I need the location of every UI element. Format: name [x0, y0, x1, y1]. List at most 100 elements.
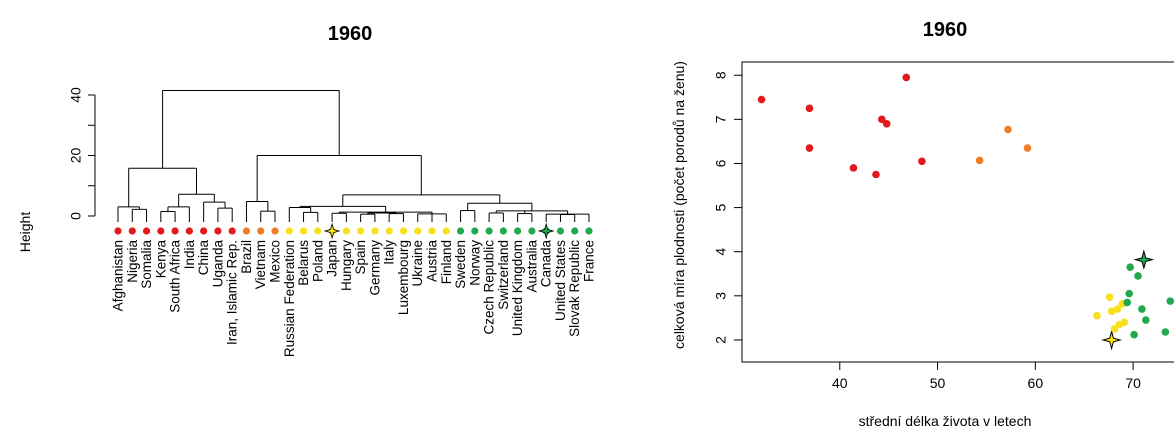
scatter-point: [1138, 305, 1146, 313]
dendrogram-leaf-label: Norway: [467, 240, 482, 286]
dendrogram-leaf-label: France: [582, 240, 597, 282]
dendrogram-leaf-marker: [171, 227, 179, 235]
dendrogram-leaf-marker: [556, 227, 565, 235]
dendrogram-leaf-marker: [299, 227, 308, 235]
dendrogram-leaf-marker: [485, 227, 493, 235]
scatter-point: [1134, 272, 1142, 280]
scatter-point: [872, 170, 880, 179]
dendrogram-leaf-label: Italy: [382, 240, 397, 265]
dendrogram-leaf-label: Czech Republic: [482, 240, 497, 335]
dendrogram-leaf-star-marker: [537, 222, 555, 240]
dendrogram-leaf-marker: [271, 227, 279, 235]
dendrogram-leaf-marker: [442, 227, 450, 235]
dendrogram-leaf-marker: [428, 227, 436, 235]
scatter-point: [918, 157, 926, 166]
dendrogram-leaf-label: India: [182, 240, 197, 270]
dendrogram-leaf-marker: [114, 227, 122, 235]
scatter-y-axis-label: celková míra plodnosti (počet porodů na …: [671, 61, 687, 349]
dendrogram-leaf-label: Hungary: [339, 240, 354, 291]
scatter-point: [1004, 125, 1012, 134]
scatter-point: [878, 115, 886, 124]
dendrogram-title: 1960: [328, 23, 373, 45]
dendrogram-leaf-label: South Africa: [168, 240, 183, 313]
dendrogram-leaf-label: China: [196, 240, 211, 276]
dendrogram-leaf-marker: [471, 227, 479, 235]
dendrogram-leaf-label: Slovak Republic: [567, 240, 582, 337]
dendrogram-leaf-label: Afghanistan: [111, 240, 126, 311]
scatter-point: [1023, 144, 1032, 152]
scatter-x-tick-label: 50: [930, 375, 946, 391]
dendrogram-leaf-label: Spain: [353, 240, 368, 275]
scatter-chart: 1960 celková míra plodnosti (počet porod…: [671, 19, 1174, 429]
scatter-x-tick-label: 60: [1028, 375, 1044, 391]
dendrogram-leaf-label: Brazil: [239, 240, 254, 274]
dendrogram-leaf-marker: [314, 227, 322, 235]
dendrogram-leaf-marker: [571, 227, 579, 235]
scatter-x-tick-label: 40: [832, 375, 848, 391]
scatter-point: [757, 95, 766, 104]
scatter-point: [1123, 298, 1132, 307]
scatter-point: [882, 119, 891, 128]
scatter-point: [849, 164, 858, 172]
dendrogram-leaf-marker: [357, 227, 365, 235]
dendrogram-leaf-marker: [528, 227, 536, 235]
dendrogram-leaf-label: Poland: [310, 240, 325, 282]
scatter-point: [1130, 330, 1138, 339]
scatter-point: [1142, 316, 1150, 324]
scatter-point: [902, 73, 911, 82]
scatter-y-tick-label: 6: [713, 159, 729, 167]
scatter-y-tick-label: 7: [713, 115, 729, 123]
dendrogram-leaf-label: Switzerland: [496, 240, 511, 310]
dendrogram-leaf-label: Austria: [425, 240, 440, 283]
dendrogram-leaf-marker: [514, 227, 522, 235]
scatter-star-point: [1101, 329, 1122, 351]
scatter-point: [1093, 311, 1101, 320]
dendrogram-leaf-label: Australia: [524, 240, 539, 293]
scatter-point: [805, 144, 814, 152]
scatter-point: [1161, 328, 1170, 336]
dendrogram-leaf-label: Vietnam: [253, 240, 268, 289]
scatter-point: [975, 156, 984, 165]
scatter-plot-box: [741, 61, 1174, 363]
scatter-point: [1166, 297, 1174, 305]
dendrogram-leaf-label: Mexico: [268, 240, 283, 283]
dendrogram-leaf-marker: [399, 227, 408, 235]
scatter-y-tick-label: 3: [713, 292, 729, 300]
dendrogram-y-tick-label: 20: [68, 148, 84, 164]
dendrogram-leaf-label: United Kingdom: [510, 240, 525, 336]
dendrogram-leaf-marker: [128, 227, 136, 235]
scatter-point: [805, 104, 814, 113]
dendrogram-leaf-label: Luxembourg: [396, 240, 411, 315]
scatter-point: [1107, 307, 1116, 316]
scatter-x-axis-label: střední délka života v letech: [859, 413, 1032, 429]
dendrogram-y-tick-label: 40: [68, 87, 84, 103]
dendrogram-leaf-marker: [214, 227, 222, 235]
dendrogram-leaf-marker: [242, 227, 251, 235]
scatter-x-tick-label: 70: [1125, 375, 1141, 391]
dendrogram-leaf-marker: [385, 227, 393, 235]
scatter-point: [1125, 289, 1133, 298]
dendrogram-leaf-marker: [342, 227, 350, 235]
dendrogram-leaf-label: Belarus: [296, 240, 311, 286]
dendrogram-leaf-marker: [456, 227, 465, 235]
dendrogram-y-tick-label: 0: [68, 212, 84, 220]
scatter-point: [1105, 293, 1114, 301]
dendrogram-leaf-label: Uganda: [210, 240, 225, 288]
dendrogram-leaf-label: Canada: [539, 240, 554, 288]
scatter-star-point: [1133, 249, 1155, 271]
dendrogram-leaf-marker: [585, 227, 593, 235]
scatter-title: 1960: [923, 19, 968, 41]
dendrogram-leaf-marker: [185, 227, 193, 235]
dendrogram-leaf-marker: [414, 227, 422, 235]
dendrogram-leaf-marker: [499, 227, 507, 235]
dendrogram-chart: 1960 Height 0 20 40 Afghanistan Nigeria Soma…: [17, 23, 597, 357]
dendrogram-leaf-marker: [200, 227, 208, 235]
dendrogram-leaf-label: United States: [553, 240, 568, 321]
dendrogram-leaf-label: Somalia: [139, 240, 154, 289]
dendrogram-leaf-marker: [371, 227, 379, 235]
dendrogram-leaf-label: Nigeria: [125, 240, 140, 283]
dendrogram-leaf-marker: [228, 227, 236, 235]
scatter-y-tick-label: 4: [713, 248, 729, 256]
dendrogram-leaf-label: Russian Federation: [282, 240, 297, 357]
